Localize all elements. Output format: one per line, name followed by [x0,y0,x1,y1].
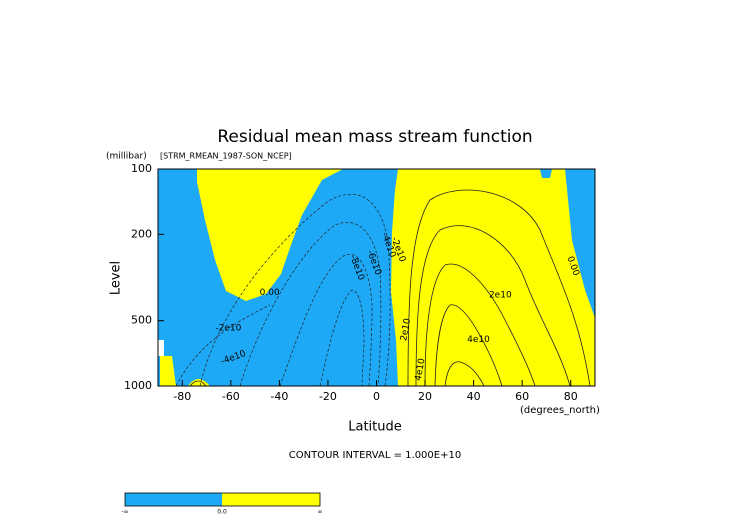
x-tick-label: -60 [222,390,240,403]
positive-region [197,169,343,301]
positive-region [391,169,595,386]
y-tick-label: 1000 [124,379,152,392]
positive-contours [189,189,591,386]
positive-region [160,356,176,386]
footnote: CONTOUR INTERVAL = 1.000E+10 [289,450,461,461]
negative-contours [175,194,391,386]
contour-label: -2e10 [215,323,241,333]
missing-data [158,340,164,356]
x-unit: (degrees_north) [520,405,600,416]
colorbar-label: ∞ [318,509,323,516]
x-axis-label: Latitude [348,420,402,435]
y-tick-label: 500 [131,314,152,327]
colorbar-label: 0.0 [217,509,227,516]
contour-label: 2e10 [489,290,512,300]
x-tick-label: 80 [564,390,578,403]
x-tick-label: 60 [515,390,529,403]
x-tick-label: 0 [373,390,380,403]
x-tick-label: 20 [418,390,432,403]
y-tick-label: 200 [131,227,152,240]
contour-field [158,169,595,386]
x-tick-label: 40 [467,390,481,403]
x-tick-label: -80 [173,390,191,403]
y-tick-label: 100 [131,162,152,175]
y-unit: (millibar) [106,152,147,162]
contour-label: 4e10 [467,335,490,345]
colorbar-frame [124,492,321,507]
chart-title: Residual mean mass stream function [217,127,532,147]
subtitle: [STRM_RMEAN_1987-SON_NCEP] [160,152,292,161]
y-axis-label: Level [109,261,124,295]
x-tick-label: -40 [270,390,288,403]
colorbar-negative [125,493,222,506]
contour-label: 4e10 [414,357,428,381]
colorbar-label: -∞ [121,509,128,516]
contour-label: 2e10 [399,317,413,341]
contour-label: 0.00 [260,288,280,298]
colorbar-positive [222,493,320,506]
x-tick-label: -20 [319,390,337,403]
